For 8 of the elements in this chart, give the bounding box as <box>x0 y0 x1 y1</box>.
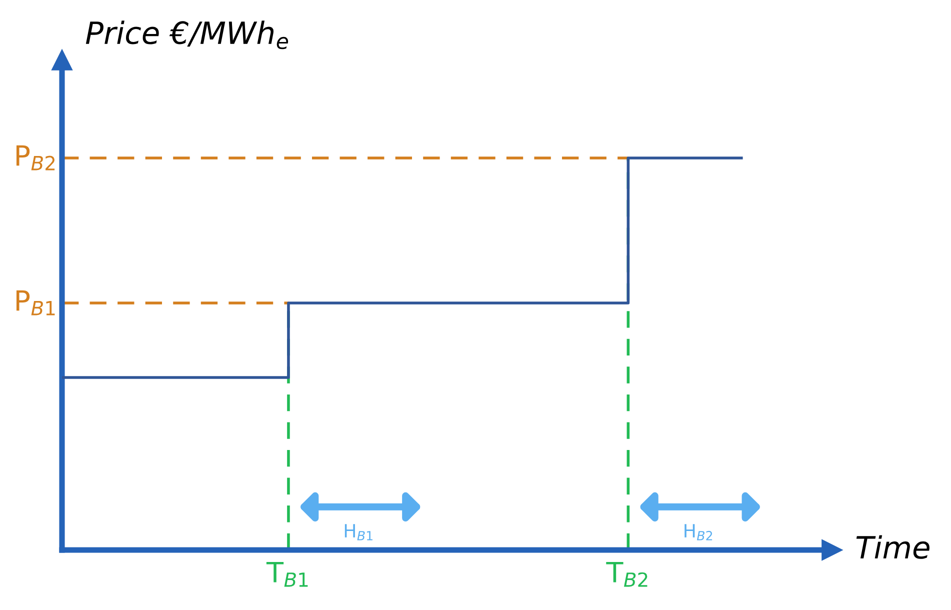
ref-line-label: P$_{B2}$ <box>16 145 55 170</box>
annotation: H$_{B1}$ <box>344 524 372 540</box>
x-axis-title: Time <box>856 535 930 559</box>
ref-line-label: P$_{B1}$ <box>16 290 55 316</box>
x-tick-label: T$_{B1}$ <box>266 562 308 587</box>
x-tick-label: T$_{B2}$ <box>606 562 648 587</box>
y-axis-title: Price €/MWh$_{e}$ <box>86 20 288 50</box>
annotation: H$_{B2}$ <box>684 524 712 540</box>
